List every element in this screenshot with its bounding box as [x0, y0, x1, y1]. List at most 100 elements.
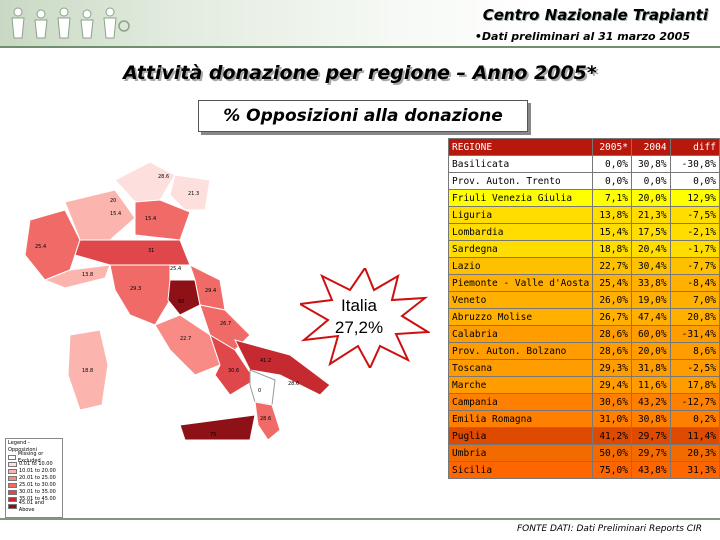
opposition-table: REGIONE 2005* 2004 diff Basilicata 0,0% 30…	[447, 138, 720, 479]
legend-swatch	[8, 462, 17, 467]
table-cell-2005: 0,0%	[592, 155, 632, 173]
table-cell-2004: 31,8%	[630, 359, 671, 377]
table-cell-diff: -7,7%	[669, 257, 720, 275]
table-cell-2005: 0,0%	[592, 172, 632, 190]
table-cell-region: Prov. Auton. Bolzano	[447, 342, 594, 360]
table-cell-2005: 26,0%	[592, 291, 632, 309]
table-cell-2005: 18,8%	[592, 240, 632, 258]
slide-title: Attività donazione per regione – Anno 20…	[123, 62, 597, 84]
svg-text:28.6: 28.6	[288, 381, 299, 387]
table-body: Basilicata 0,0% 30,8% -30,8% Prov. Auton. Tr…	[447, 155, 720, 479]
legend-swatch	[8, 469, 17, 474]
table-cell-diff: -2,5%	[669, 359, 720, 377]
table-cell-2004: 29,7%	[630, 444, 671, 462]
table-row: Lombardia 15,4% 17,5% -2,1%	[447, 223, 720, 241]
table-cell-2004: 43,8%	[630, 461, 671, 479]
table-cell-diff: 12,9%	[669, 189, 720, 207]
svg-text:21.3: 21.3	[188, 191, 199, 197]
legend-item: 45.01 and Above	[8, 500, 60, 513]
table-cell-region: Toscana	[447, 359, 594, 377]
table-cell-2005: 30,6%	[592, 393, 632, 411]
table-cell-2005: 15,4%	[592, 223, 632, 241]
table-cell-region: Campania	[447, 393, 594, 411]
svg-text:41.2: 41.2	[260, 358, 271, 364]
legend-item: 30.01 to 35.00	[8, 489, 60, 496]
table-cell-region: Emilia Romagna	[447, 410, 594, 428]
header-divider	[0, 46, 720, 48]
table-cell-2004: 43,2%	[630, 393, 671, 411]
table-cell-2005: 50,0%	[592, 444, 632, 462]
svg-text:25.4: 25.4	[170, 266, 181, 272]
table-cell-region: Sardegna	[447, 240, 594, 258]
legend-item: 35.01 to 45.00	[8, 496, 60, 503]
footer-divider	[0, 518, 720, 520]
legend-label: 25.01 to 30.00	[19, 482, 56, 488]
table-row: Emilia Romagna 31,0% 30,8% 0,2%	[447, 410, 720, 428]
table-row: Friuli Venezia Giulia 7,1% 20,0% 12,9%	[447, 189, 720, 207]
italia-starburst-callout	[300, 268, 430, 368]
table-cell-diff: 31,3%	[669, 461, 720, 479]
legend-label: 20.01 to 25.00	[19, 475, 56, 481]
svg-text:25.4: 25.4	[35, 244, 46, 250]
header-subtitle: •Dati preliminari al 31 marzo 2005	[474, 30, 690, 43]
table-cell-2004: 47,4%	[630, 308, 671, 326]
table-cell-diff: 20,8%	[669, 308, 720, 326]
table-row: Toscana 29,3% 31,8% -2,5%	[447, 359, 720, 377]
legend-title: Legend - Opposizioni	[8, 440, 37, 453]
svg-text:0: 0	[258, 388, 261, 394]
table-cell-diff: -12,7%	[669, 393, 720, 411]
people-logo-icon	[11, 7, 130, 39]
region-trentino	[114, 161, 176, 203]
table-cell-2004: 60,0%	[630, 325, 671, 343]
table-cell-diff: 0,2%	[669, 410, 720, 428]
table-cell-2004: 30,8%	[630, 155, 671, 173]
table-cell-2005: 29,4%	[592, 376, 632, 394]
table-cell-2004: 33,8%	[630, 274, 671, 292]
table-row: Piemonte - Valle d'Aosta 25,4% 33,8% -8,4%	[447, 274, 720, 292]
table-cell-2004: 0,0%	[630, 172, 671, 190]
table-row: Prov. Auton. Bolzano 28,6% 20,0% 8,6%	[447, 342, 720, 360]
region-sicilia	[179, 414, 256, 440]
organization-title: Centro Nazionale Trapianti	[482, 6, 708, 24]
table-cell-diff: -2,1%	[669, 223, 720, 241]
table-cell-2005: 26,7%	[592, 308, 632, 326]
table-cell-2005: 29,3%	[592, 359, 632, 377]
table-row: Sicilia 75,0% 43,8% 31,3%	[447, 461, 720, 479]
legend-swatch	[8, 504, 17, 509]
table-cell-2005: 41,2%	[592, 427, 632, 445]
italia-callout-value: 27,2%	[334, 318, 384, 337]
svg-text:20: 20	[110, 198, 116, 204]
region-sardegna	[67, 329, 109, 411]
table-cell-region: Abruzzo Molise	[447, 308, 594, 326]
table-cell-region: Marche	[447, 376, 594, 394]
region-emilia	[74, 239, 191, 266]
table-cell-2005: 22,7%	[592, 257, 632, 275]
legend-item: 0.01 to 10.00	[8, 461, 60, 468]
region-toscana	[109, 264, 171, 326]
legend-item: 20.01 to 25.00	[8, 475, 60, 482]
table-cell-region: Piemonte - Valle d'Aosta	[447, 274, 594, 292]
legend-item: 25.01 to 30.00	[8, 482, 60, 489]
region-campania	[209, 333, 256, 396]
table-cell-2005: 25,4%	[592, 274, 632, 292]
table-cell-2004: 30,8%	[630, 410, 671, 428]
table-row: Basilicata 0,0% 30,8% -30,8%	[447, 155, 720, 173]
table-cell-2004: 29,7%	[630, 427, 671, 445]
table-cell-region: Veneto	[447, 291, 594, 309]
table-cell-2005: 28,6%	[592, 342, 632, 360]
region-basilicata	[249, 369, 276, 406]
legend-items: Missing or Excluded 0.01 to 10.00 10.01 to…	[8, 451, 60, 513]
table-cell-diff: 0,0%	[669, 172, 720, 190]
legend-item: Missing or Excluded	[8, 451, 60, 464]
italia-callout-label: Italia	[341, 296, 377, 315]
legend-label: 10.01 to 20.00	[19, 468, 56, 474]
svg-text:75: 75	[210, 432, 216, 438]
legend-swatch	[8, 455, 16, 460]
table-cell-diff: 7,0%	[669, 291, 720, 309]
table-cell-diff: -30,8%	[669, 155, 720, 173]
table-cell-region: Friuli Venezia Giulia	[447, 189, 594, 207]
table-cell-diff: 11,4%	[669, 427, 720, 445]
table-cell-2005: 75,0%	[592, 461, 632, 479]
data-source: FONTE DATI: Dati Preliminari Reports CIR	[516, 524, 702, 534]
region-friuli	[169, 174, 211, 211]
